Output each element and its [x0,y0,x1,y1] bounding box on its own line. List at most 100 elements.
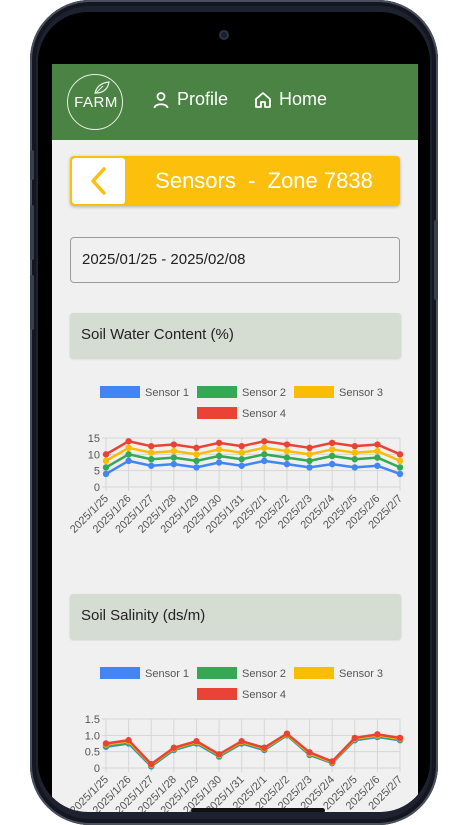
data-point [125,444,132,451]
data-point [351,464,358,471]
data-point [328,446,336,453]
logo-text: FARM [74,94,118,111]
data-point [238,462,245,469]
y-tick-label: 0 [94,763,100,775]
data-point [374,462,381,469]
legend-label: Sensor 2 [242,668,286,680]
chevron-left-icon [90,167,106,195]
nav-profile[interactable]: Profile [152,89,228,110]
data-point [261,451,268,458]
legend-swatch [197,386,237,398]
power-button [434,220,438,300]
y-tick-label: 1.0 [85,730,100,742]
data-point [374,447,381,455]
data-point [283,730,291,737]
page-title: Sensors - Zone 7838 [155,168,373,193]
volume-down-button [30,275,34,330]
legend-label: Sensor 4 [242,689,286,701]
legend-label: Sensor 4 [242,408,286,420]
data-point [351,734,358,742]
data-point [193,451,200,458]
data-point [193,444,200,451]
home-icon [255,91,271,108]
nav-profile-label: Profile [177,89,229,109]
phone-screen: FARM Profile Home [38,12,430,812]
y-tick-label: 5 [94,466,100,478]
nav-home-label: Home [279,89,328,109]
data-point [238,456,245,463]
app-viewport: FARM Profile Home [52,64,418,812]
series-line [105,732,401,766]
data-point [102,464,110,471]
data-point [283,460,291,468]
series-line [105,446,401,463]
data-point [193,738,200,745]
front-camera [219,30,229,40]
data-point [261,444,268,451]
data-point [102,740,110,747]
data-point [215,446,223,453]
volume-up-button [30,205,34,260]
data-point [215,751,223,758]
legend-swatch [197,407,237,419]
data-point [374,441,381,448]
data-point [261,744,268,751]
legend-label: Sensor 3 [339,668,383,680]
data-point [283,454,291,461]
data-point [125,451,132,458]
data-point [215,439,223,447]
data-point [238,449,245,456]
data-point [306,444,313,451]
data-point [396,734,404,742]
data-point [170,460,178,468]
data-point [148,449,155,456]
data-point [328,460,336,468]
section-header-soil-water: Soil Water Content (%) [70,313,401,358]
data-point [351,456,358,463]
legend-label: Sensor 2 [242,387,286,399]
back-button[interactable] [72,158,125,204]
data-point [148,442,155,450]
farm-logo[interactable]: FARM [67,74,123,130]
legend-label: Sensor 1 [145,668,189,680]
data-point [102,470,110,478]
person-icon [153,91,169,108]
soil-salinity-chart: Sensor 1 Sensor 2 Sensor 3 Sensor 4 0 0.5 1.0 1… [68,667,405,812]
date-range-field[interactable]: 2025/01/25 - 2025/02/08 [70,237,400,283]
data-point [148,456,155,463]
series-line [105,459,401,476]
data-point [148,760,155,768]
series-line [105,440,401,456]
data-point [215,459,223,466]
data-point [374,454,381,461]
data-point [306,464,313,471]
legend-swatch [100,386,140,398]
data-point [328,439,336,447]
nav-home[interactable]: Home [254,89,327,110]
data-point [238,442,245,450]
data-point [170,441,178,448]
data-point [193,464,200,471]
data-point [306,451,313,458]
y-tick-label: 0 [94,482,100,494]
data-point [396,451,404,458]
data-point [351,442,358,450]
legend-label: Sensor 3 [339,387,383,399]
legend-label: Sensor 1 [145,387,189,399]
data-point [193,457,200,465]
series-line [105,453,401,469]
data-point [102,457,110,465]
top-navigation-bar: FARM Profile Home [52,64,418,140]
data-point [238,738,245,745]
y-tick-label: 10 [88,449,100,461]
data-point [125,457,132,465]
data-point [261,438,268,445]
data-point [170,744,178,751]
y-tick-label: 15 [88,433,100,445]
data-point [328,452,336,460]
home-indicator [191,808,325,812]
data-point [374,731,381,738]
data-point [102,451,110,458]
zone-header-card: Sensors - Zone 7838 [70,156,400,206]
